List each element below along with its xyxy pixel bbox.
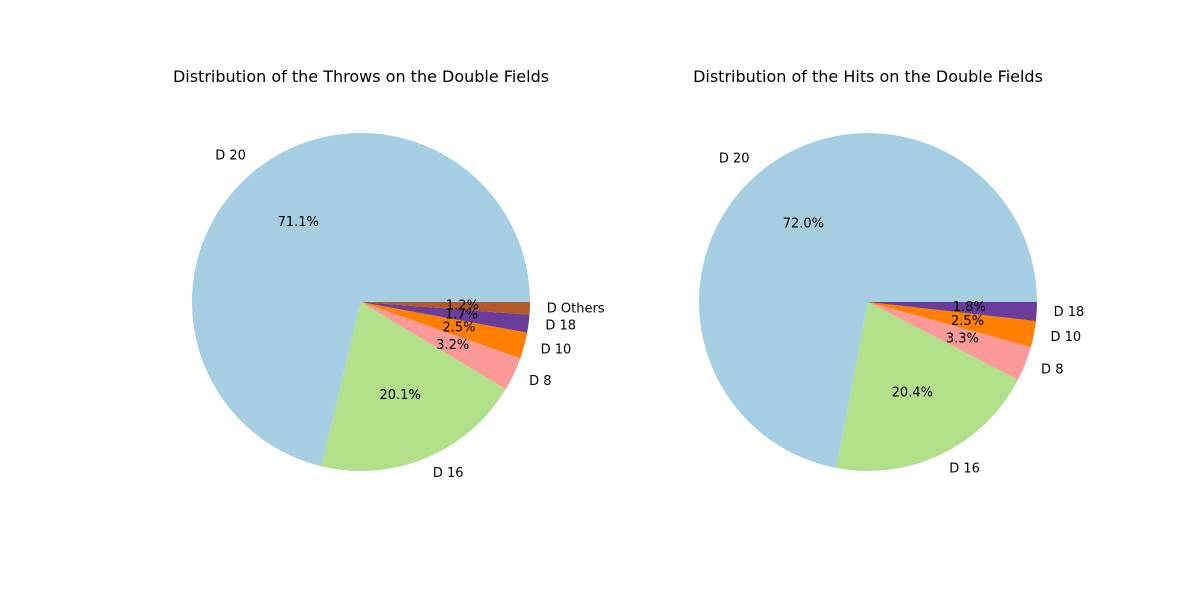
pie-slices-hits: [699, 133, 1037, 472]
percent-label-d-8: 3.2%: [436, 338, 469, 353]
pie-labels-throws: D 20 71.1% D 16 20.1% D 8 3.2% D 10 2.5% D 18 1.7…: [215, 148, 605, 480]
percent-label-d-18: 1.7%: [445, 308, 478, 323]
pie-slice-d-others: [361, 302, 530, 315]
slice-label-d-18: D 18: [1054, 305, 1085, 320]
slice-label-d-8: D 8: [529, 374, 551, 389]
slice-label-d-20: D 20: [719, 151, 750, 166]
pie-slice-d-18: [868, 302, 1037, 322]
slice-label-d-20: D 20: [215, 148, 246, 163]
pie-slice-d-10: [361, 302, 528, 359]
slice-label-d-8: D 8: [1041, 362, 1063, 377]
pie-chart-throws: Distribution of the Throws on the Double…: [173, 67, 605, 481]
pie-slice-d-18: [361, 302, 530, 333]
slice-label-d-16: D 16: [949, 462, 980, 477]
pie-slice-d-8: [868, 302, 1031, 380]
pie-slice-d-16: [836, 302, 1019, 472]
percent-label-d-18: 1.8%: [953, 300, 986, 315]
percent-label-d-others: 1.2%: [446, 298, 479, 313]
pie-chart-hits: Distribution of the Hits on the Double F…: [693, 67, 1084, 477]
pie-slice-d-10: [868, 302, 1036, 348]
percent-label-d-20: 71.1%: [278, 215, 319, 230]
slice-label-d-others: D Others: [547, 302, 605, 317]
percent-label-d-16: 20.4%: [892, 386, 933, 401]
percent-label-d-10: 2.5%: [442, 321, 475, 336]
slice-label-d-10: D 10: [1051, 330, 1082, 345]
chart-title-hits: Distribution of the Hits on the Double F…: [693, 67, 1043, 86]
pie-slice-d-20: [699, 133, 1037, 469]
pie-labels-hits: D 20 72.0% D 16 20.4% D 8 3.3% D 10 2.5% D 18 1.8…: [719, 151, 1084, 476]
percent-label-d-8: 3.3%: [946, 332, 979, 347]
percent-label-d-10: 2.5%: [951, 314, 984, 329]
percent-label-d-20: 72.0%: [783, 216, 824, 231]
slice-label-d-16: D 16: [433, 466, 464, 481]
slice-label-d-10: D 10: [541, 343, 572, 358]
pie-slice-d-20: [192, 132, 530, 467]
chart-title-throws: Distribution of the Throws on the Double…: [173, 67, 549, 86]
pie-slices-throws: [192, 132, 530, 471]
slice-label-d-18: D 18: [545, 318, 576, 333]
percent-label-d-16: 20.1%: [380, 388, 421, 403]
pie-slice-d-8: [361, 302, 521, 390]
pie-slice-d-16: [321, 302, 506, 471]
